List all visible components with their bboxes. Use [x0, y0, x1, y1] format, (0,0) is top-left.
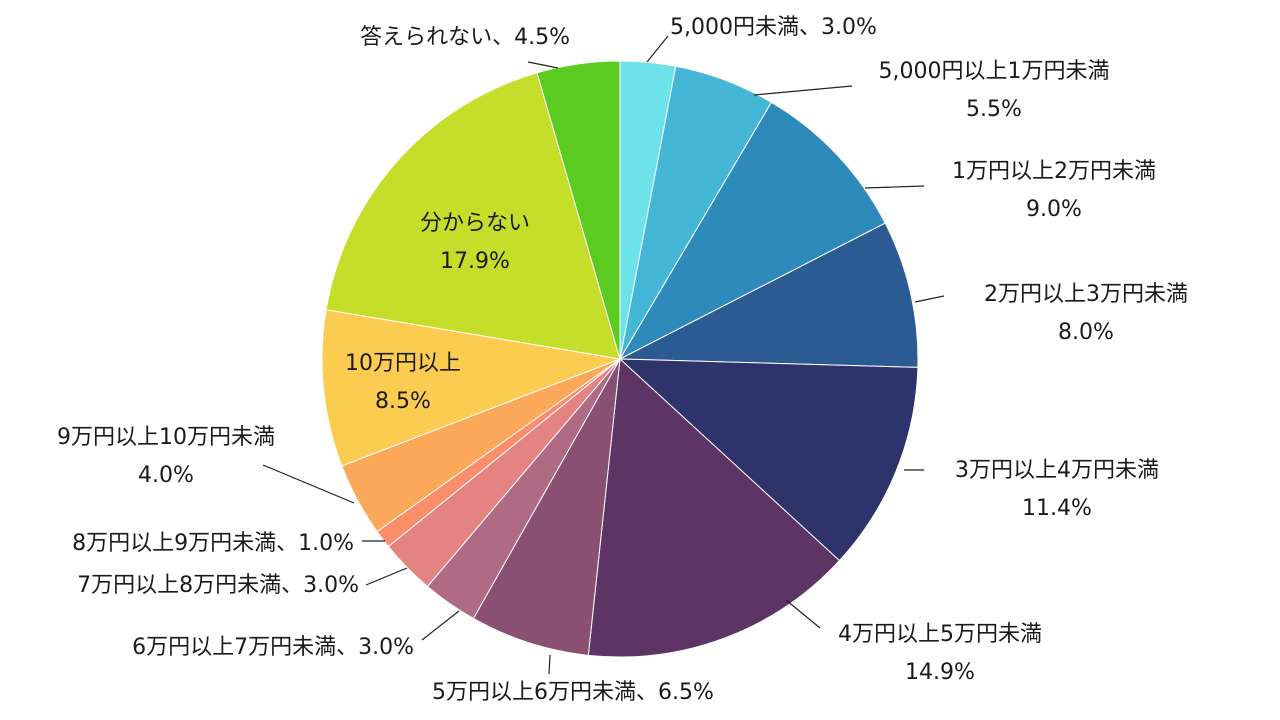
slice-label-value: 14.9% [905, 660, 975, 685]
pie-slice [587, 357, 841, 658]
slice-label: 9万円以上10万円未満 4.0% [57, 425, 275, 488]
leader-line [785, 599, 821, 629]
slice-label: 4万円以上5万円未満 14.9% [838, 622, 1042, 685]
slice-label-value: 4.0% [138, 463, 194, 488]
slice-label-name: 10万円以上 [345, 351, 461, 376]
leader-line [548, 654, 551, 675]
pie-slice [618, 101, 886, 361]
slice-label: 8万円以上9万円未満、1.0% [72, 531, 354, 556]
leader-line [914, 295, 945, 303]
slice-label-name: 9万円以上10万円未満 [57, 425, 275, 450]
slice-label-value: 5.5% [966, 97, 1022, 122]
slice-label: 答えられない、4.5% [360, 25, 570, 50]
slice-label-name: 1万円以上2万円未満 [952, 159, 1156, 184]
slice-label: 6万円以上7万円未満、3.0% [132, 635, 414, 660]
pie-slice [536, 60, 621, 360]
slice-label: 5,000円以上1万円未満 5.5% [879, 59, 1110, 122]
leader-line [753, 85, 853, 96]
slice-label-name: 2万円以上3万円未満 [984, 282, 1188, 307]
slice-label-name: 5,000円以上1万円未満 [879, 59, 1110, 84]
pie-slice [472, 358, 621, 656]
slice-label: 3万円以上4万円未満 11.4% [955, 458, 1159, 521]
leader-line [262, 464, 355, 504]
slice-label: 5万円以上6万円未満、6.5% [432, 680, 714, 705]
slice-label-value: 9.0% [1026, 197, 1082, 222]
leader-line [646, 35, 669, 63]
slice-label: 分からない 17.9% [420, 211, 530, 274]
leader-line [365, 567, 408, 586]
pie-slice [325, 72, 621, 360]
slice-label-value: 8.5% [375, 389, 431, 414]
pie-slice [321, 309, 622, 467]
pie-slice [618, 358, 919, 562]
leader-line [864, 185, 925, 189]
pie-slice [619, 222, 919, 368]
slice-label: 10万円以上 8.5% [345, 351, 461, 414]
slice-label-name: 分からない [420, 211, 530, 236]
leader-line [421, 610, 460, 641]
slice-label: 7万円以上8万円未満、3.0% [77, 573, 359, 598]
slice-label: 5,000円未満、3.0% [670, 15, 877, 40]
slice-label: 1万円以上2万円未満 9.0% [952, 159, 1156, 222]
slice-label-name: 3万円以上4万円未満 [955, 458, 1159, 483]
slice-label-value: 8.0% [1058, 320, 1114, 345]
leader-line [527, 61, 559, 69]
slice-label: 2万円以上3万円未満 8.0% [984, 282, 1188, 345]
slice-label-name: 4万円以上5万円未満 [838, 622, 1042, 647]
slice-label-value: 11.4% [1022, 496, 1092, 521]
slice-label-value: 17.9% [440, 249, 510, 274]
